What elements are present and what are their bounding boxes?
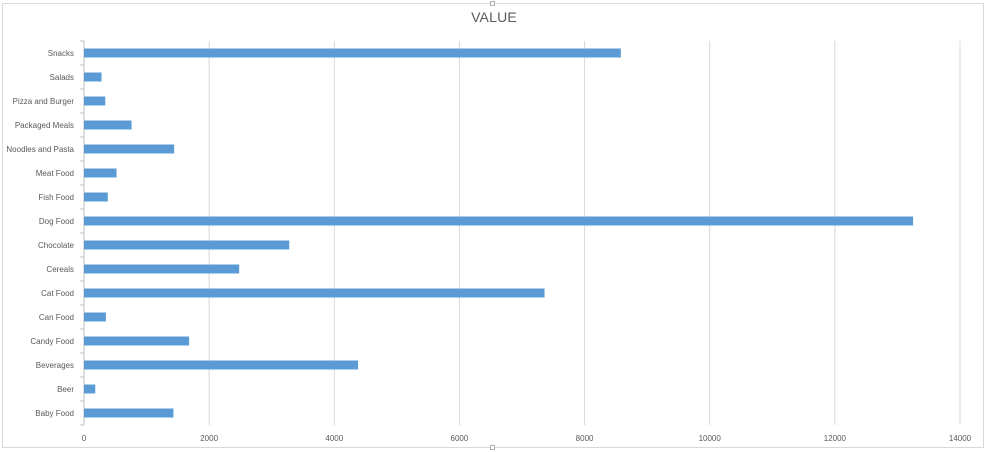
x-tick-label: 2000: [200, 434, 218, 443]
bar: [84, 384, 96, 394]
x-tick-label: 4000: [325, 434, 343, 443]
bar: [84, 48, 621, 58]
bar: [84, 216, 914, 226]
category-label: Fish Food: [38, 193, 74, 202]
category-label: Can Food: [39, 313, 74, 322]
bar: [84, 120, 132, 130]
bar: [84, 312, 106, 322]
x-tick-label: 12000: [824, 434, 847, 443]
bar: [84, 240, 290, 250]
category-label: Baby Food: [35, 409, 74, 418]
bar: [84, 72, 102, 82]
category-label: Snacks: [48, 49, 74, 58]
x-tick-label: 8000: [576, 434, 594, 443]
x-tick-label: 0: [82, 434, 87, 443]
category-label: Beer: [57, 385, 74, 394]
resize-handle-bottom[interactable]: [490, 445, 495, 450]
x-tick-label: 10000: [699, 434, 722, 443]
bar: [84, 264, 240, 274]
chart-title: VALUE: [471, 9, 517, 25]
bar: [84, 168, 117, 178]
category-label: Candy Food: [30, 337, 74, 346]
x-tick-label: 14000: [949, 434, 972, 443]
category-label: Salads: [50, 73, 74, 82]
category-label: Beverages: [36, 361, 74, 370]
bar: [84, 360, 359, 370]
bar: [84, 96, 106, 106]
category-label: Dog Food: [39, 217, 74, 226]
category-label: Packaged Meals: [15, 121, 74, 130]
category-label: Pizza and Burger: [13, 97, 75, 106]
category-label: Cereals: [46, 265, 74, 274]
category-label: Cat Food: [41, 289, 74, 298]
resize-handle-top[interactable]: [490, 1, 495, 6]
category-label: Meat Food: [36, 169, 74, 178]
bar: [84, 288, 545, 298]
category-label: Chocolate: [38, 241, 75, 250]
bar: [84, 336, 190, 346]
bar: [84, 144, 175, 154]
bar: [84, 408, 174, 418]
x-tick-label: 6000: [451, 434, 469, 443]
category-label: Noodles and Pasta: [6, 145, 74, 154]
bar: [84, 192, 108, 202]
